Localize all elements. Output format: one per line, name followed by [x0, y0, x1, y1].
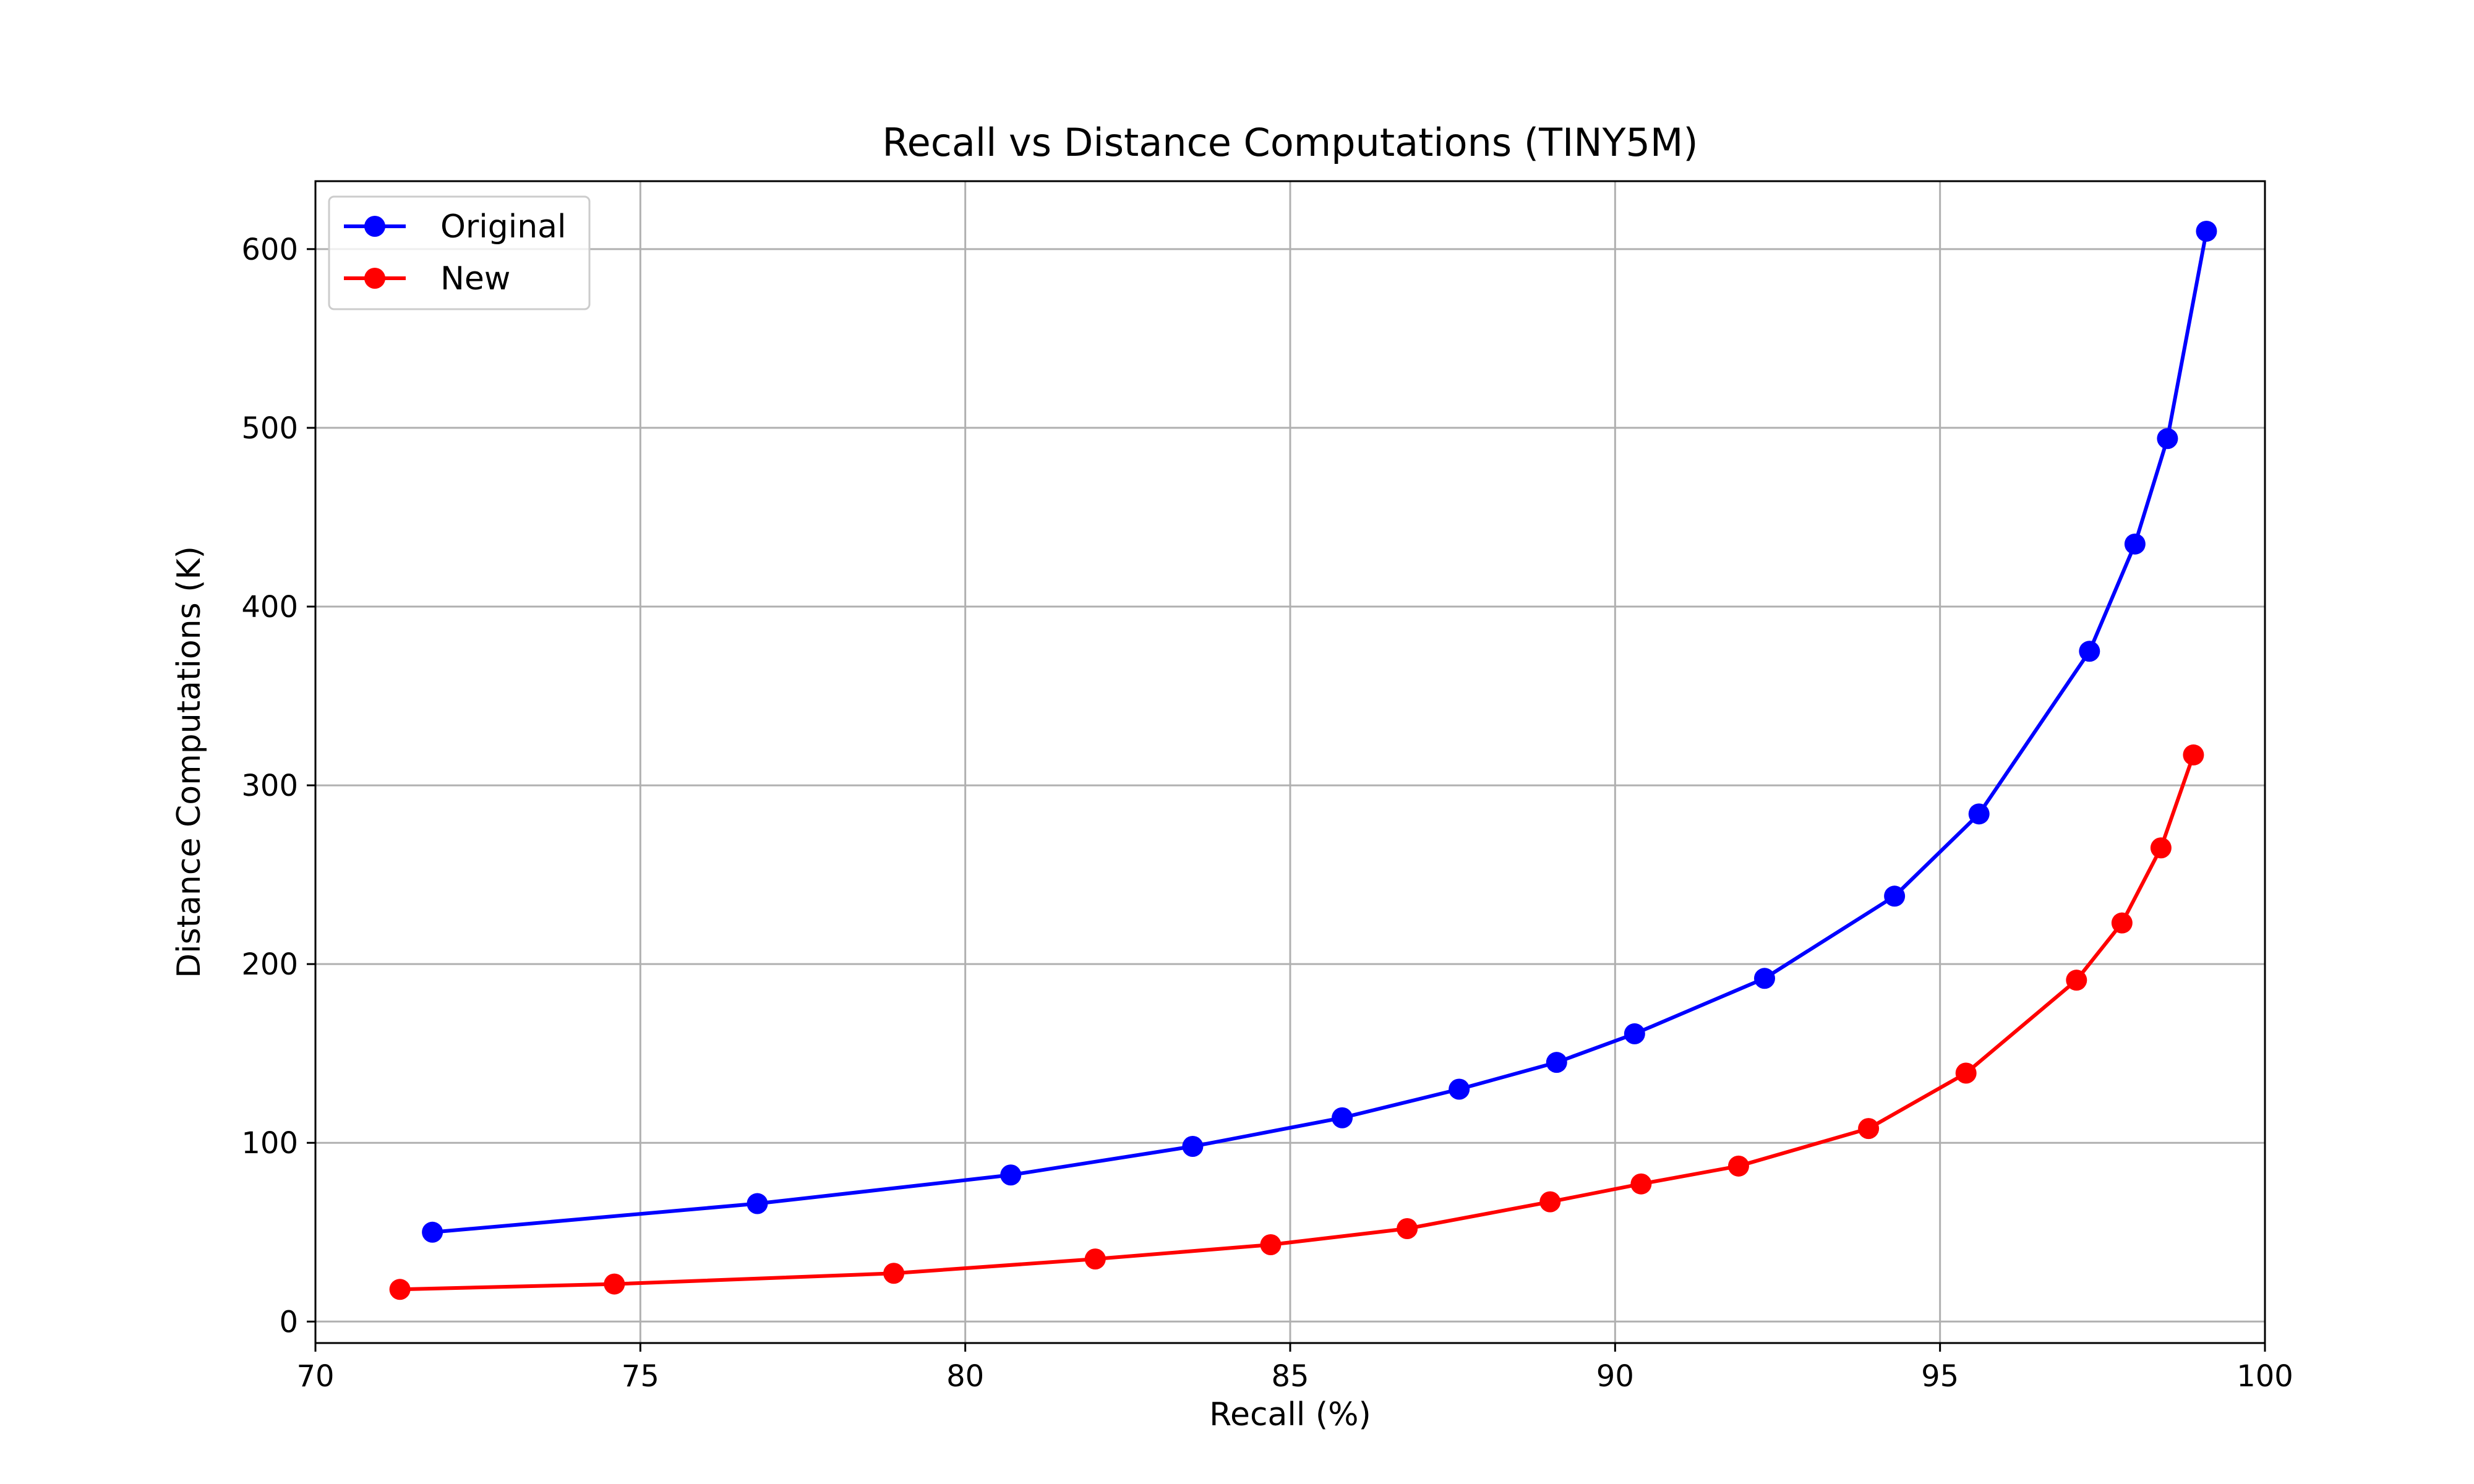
data-point-original	[2157, 428, 2178, 450]
x-tick-label: 75	[622, 1359, 659, 1394]
data-point-new	[2150, 837, 2172, 859]
data-point-original	[422, 1221, 443, 1243]
data-point-new	[2066, 970, 2087, 991]
y-tick-label: 0	[279, 1305, 298, 1339]
data-point-new	[2183, 744, 2204, 765]
legend-label: New	[440, 260, 510, 297]
data-point-new	[604, 1273, 625, 1295]
data-point-new	[1397, 1217, 1418, 1239]
data-point-original	[1624, 1023, 1645, 1044]
data-point-original	[1753, 968, 1775, 989]
legend-item-original: Original	[344, 208, 566, 245]
y-tick-label: 400	[241, 590, 298, 625]
legend: Original New	[328, 195, 591, 310]
y-axis-label: Distance Computations (K)	[171, 546, 208, 978]
data-point-original	[1000, 1164, 1022, 1186]
y-tick-label: 200	[241, 947, 298, 982]
data-point-new	[1084, 1248, 1106, 1270]
data-point-original	[2196, 220, 2217, 242]
legend-marker	[364, 268, 385, 289]
series-layer	[389, 220, 2217, 1300]
data-point-original	[1449, 1078, 1470, 1100]
data-point-new	[883, 1263, 905, 1284]
legend-marker	[364, 216, 385, 237]
y-tick-label: 600	[241, 232, 298, 267]
data-point-new	[1955, 1062, 1977, 1084]
legend-item-new: New	[344, 260, 510, 297]
data-point-new	[1727, 1155, 1749, 1177]
grid-lines	[314, 181, 2266, 1343]
y-tick-label: 100	[241, 1126, 298, 1161]
x-tick-label: 70	[296, 1359, 334, 1394]
chart-title: Recall vs Distance Computations (TINY5M)	[882, 120, 1698, 165]
series-original	[422, 220, 2217, 1243]
x-axis-label: Recall (%)	[1209, 1396, 1371, 1433]
data-point-original	[1332, 1107, 1353, 1128]
data-point-new	[2111, 912, 2133, 934]
data-point-original	[1182, 1136, 1204, 1158]
data-point-original	[2124, 533, 2146, 555]
series-new	[389, 744, 2204, 1300]
data-point-original	[2079, 641, 2100, 662]
data-point-new	[1630, 1173, 1652, 1195]
data-point-new	[1260, 1234, 1282, 1256]
data-point-new	[1539, 1191, 1561, 1213]
data-point-original	[747, 1193, 768, 1214]
x-tick-label: 95	[1921, 1359, 1959, 1394]
data-point-original	[1546, 1052, 1567, 1073]
x-tick-label: 90	[1596, 1359, 1634, 1394]
y-tick-label: 300	[241, 769, 298, 803]
x-tick-label: 80	[946, 1359, 984, 1394]
data-point-new	[1858, 1118, 1880, 1140]
x-tick-label: 100	[2236, 1359, 2293, 1394]
x-tick-label: 85	[1271, 1359, 1309, 1394]
data-point-original	[1884, 885, 1906, 907]
data-point-new	[389, 1279, 411, 1300]
ticks: 70 75 80 85 90 95 100 0 100 200 300 400 500 600	[241, 232, 2293, 1394]
legend-label: Original	[440, 208, 566, 245]
data-point-original	[1968, 803, 1990, 825]
y-tick-label: 500	[241, 411, 298, 446]
